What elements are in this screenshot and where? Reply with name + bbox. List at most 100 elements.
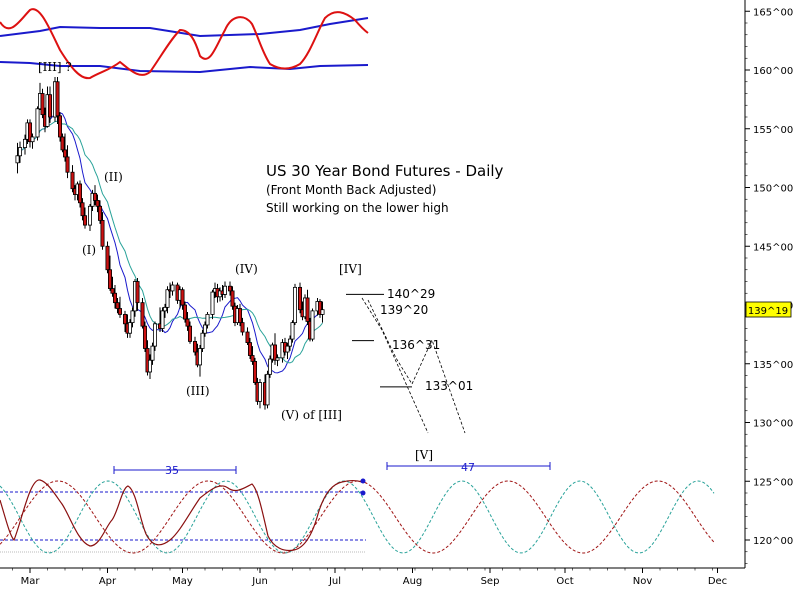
candle xyxy=(100,212,105,250)
candle-body xyxy=(58,115,63,138)
x-tick-label: Mar xyxy=(21,576,41,587)
candle-body xyxy=(247,342,252,356)
candle-body xyxy=(240,322,245,333)
candle-body xyxy=(127,322,132,334)
candle xyxy=(165,286,170,314)
candle xyxy=(162,303,167,318)
candle-body xyxy=(317,301,322,315)
candle-body xyxy=(310,310,315,340)
candle-body xyxy=(30,136,35,143)
candle xyxy=(245,327,250,345)
candle xyxy=(113,285,118,309)
candle xyxy=(185,312,190,331)
candle-body xyxy=(115,302,120,309)
candle xyxy=(147,354,152,380)
candle xyxy=(292,283,297,325)
candle-body xyxy=(287,338,292,347)
candle-body xyxy=(70,171,75,190)
candle xyxy=(202,321,207,337)
wave-label-iv: (IV) xyxy=(235,262,258,276)
candle xyxy=(17,141,22,163)
top-oscillator-panel xyxy=(0,8,369,80)
candle-body xyxy=(252,360,257,383)
candle xyxy=(152,321,157,351)
candle xyxy=(187,321,192,344)
candle-body xyxy=(305,297,310,322)
candle-body xyxy=(182,304,187,320)
candle xyxy=(222,281,227,298)
x-tick-label: Aug xyxy=(403,576,423,587)
wave-label-v-of-iii: (V) of [III] xyxy=(281,408,342,422)
candle xyxy=(63,133,68,162)
candle-body xyxy=(180,289,185,306)
candle xyxy=(130,307,135,328)
candle-body xyxy=(110,288,115,294)
candle xyxy=(58,112,63,142)
candle xyxy=(210,289,215,320)
wave-label-iv-bracket: [IV] xyxy=(339,262,362,276)
x-tick-label: Oct xyxy=(556,576,573,587)
candle-body xyxy=(285,345,290,353)
candle-body xyxy=(83,215,88,226)
candle xyxy=(250,346,255,365)
candle-body xyxy=(250,355,255,362)
candle-body xyxy=(150,345,155,361)
candle xyxy=(70,165,75,193)
last-price-label: 139^19 xyxy=(748,306,788,317)
candle-body xyxy=(165,289,170,308)
candle xyxy=(55,77,60,125)
cycle-marker-bottom xyxy=(360,490,366,496)
candle-body xyxy=(108,269,113,289)
candle-body xyxy=(55,81,60,117)
candle xyxy=(123,310,128,333)
candle-body xyxy=(320,309,325,315)
candle xyxy=(105,241,110,274)
wave-label-i: (I) xyxy=(82,243,96,257)
candle xyxy=(290,320,295,343)
projection-lines xyxy=(346,293,466,434)
cycle-panel xyxy=(0,462,715,554)
candle xyxy=(227,281,232,296)
candle-body xyxy=(192,341,197,353)
candle-body xyxy=(105,245,110,271)
candle xyxy=(40,88,45,119)
candle-body xyxy=(63,149,68,158)
candle xyxy=(27,119,32,148)
projection-path-a xyxy=(361,297,429,434)
candle-body xyxy=(88,205,93,226)
candle-body xyxy=(245,331,250,343)
candle xyxy=(160,307,165,333)
candle xyxy=(317,299,322,318)
candle-body xyxy=(265,373,270,406)
candle xyxy=(22,134,27,155)
candle-body xyxy=(185,318,190,327)
cycle-label-35: 35 xyxy=(165,464,179,477)
candle-body xyxy=(15,155,20,164)
candle-body xyxy=(197,348,202,366)
chart-note: Still working on the lower high xyxy=(266,201,449,215)
candle-body xyxy=(80,202,85,217)
candle-body xyxy=(147,359,152,373)
candle xyxy=(142,321,147,352)
candle xyxy=(182,301,187,323)
candle-body xyxy=(17,147,22,157)
candle xyxy=(197,344,202,377)
level-label-140-29: 140^29 xyxy=(387,287,435,301)
chart-subtitle: (Front Month Back Adjusted) xyxy=(266,183,436,197)
candle xyxy=(150,342,155,365)
y-tick-label: 125^00 xyxy=(753,477,793,488)
candle xyxy=(205,312,210,329)
candle-body xyxy=(152,323,157,347)
candle xyxy=(267,355,272,378)
candle-body xyxy=(40,93,45,116)
x-tick-label: Nov xyxy=(633,576,653,587)
candle xyxy=(305,289,310,325)
candle-body xyxy=(123,313,128,325)
candle xyxy=(95,194,100,213)
y-tick-label: 155^00 xyxy=(753,125,793,136)
candle-body xyxy=(187,325,192,342)
level-label-139-20: 139^20 xyxy=(380,303,428,317)
candle xyxy=(80,198,85,221)
y-tick-label: 130^00 xyxy=(753,419,793,430)
candle-body xyxy=(170,284,175,292)
